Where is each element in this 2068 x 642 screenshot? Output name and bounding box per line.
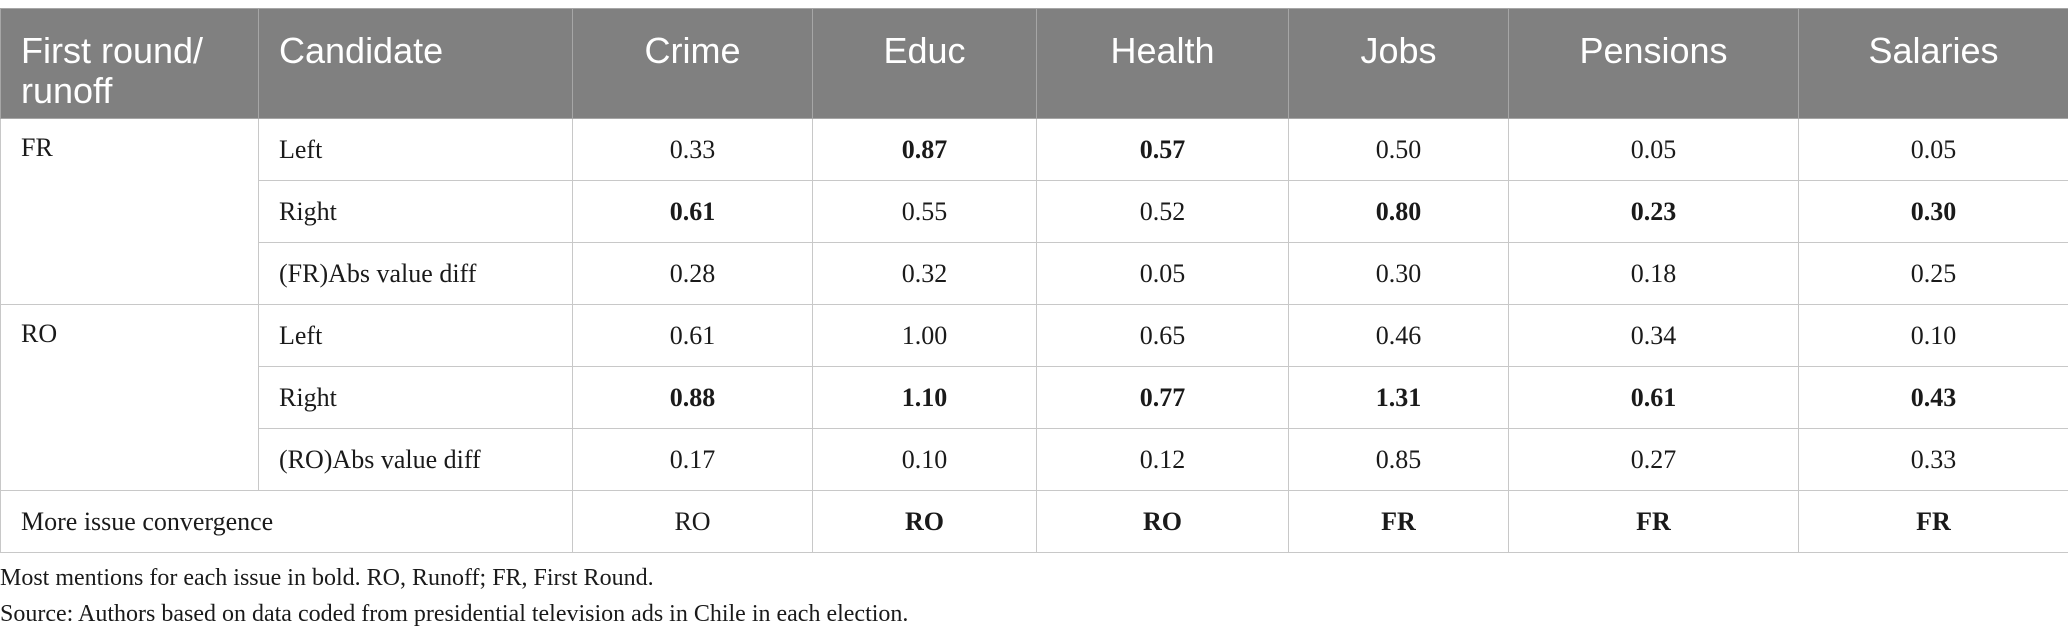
- candidate-cell: (RO)Abs value diff: [258, 428, 573, 491]
- value-cell-health: 0.57: [1036, 118, 1289, 181]
- convergence-cell-salaries: FR: [1798, 490, 2068, 553]
- value-cell-salaries: 0.43: [1798, 366, 2068, 429]
- table-row: FR Left 0.33 0.87 0.57 0.50 0.05 0.05: [0, 118, 2068, 305]
- value-cell-health: 0.77: [1036, 366, 1289, 429]
- header-first-round-runoff: First round/ runoff: [0, 8, 259, 119]
- value-cell-pensions: 0.61: [1508, 366, 1799, 429]
- convergence-cell-crime: RO: [572, 490, 813, 553]
- value-cell-jobs: 0.80: [1288, 180, 1509, 243]
- convergence-cell-pensions: FR: [1508, 490, 1799, 553]
- table-row: Right 0.61 0.55 0.52 0.80 0.23 0.30: [1, 180, 2068, 243]
- value-cell-educ: 0.10: [812, 428, 1037, 491]
- header-candidate: Candidate: [258, 8, 573, 119]
- value-cell-crime: 0.61: [572, 180, 813, 243]
- issue-mentions-table-container: First round/ runoff Candidate Crime Educ…: [0, 8, 2068, 553]
- value-cell-health: 0.05: [1036, 242, 1289, 305]
- issue-mentions-table: First round/ runoff Candidate Crime Educ…: [0, 8, 2068, 553]
- candidate-cell: Right: [258, 366, 573, 429]
- header-health: Health: [1036, 8, 1289, 119]
- value-cell-educ: 0.55: [812, 180, 1037, 243]
- value-cell-jobs: 0.50: [1288, 118, 1509, 181]
- round-label-cell: FR: [0, 118, 259, 305]
- convergence-label-cell: More issue convergence: [0, 490, 573, 553]
- table-row: (RO)Abs value diff 0.17 0.10 0.12 0.85 0.27 0.…: [1, 428, 2068, 491]
- convergence-cell-educ: RO: [812, 490, 1037, 553]
- table-body: FR Left 0.33 0.87 0.57 0.50 0.05 0.05 Right 0.61 0…: [0, 118, 2068, 553]
- value-cell-salaries: 0.30: [1798, 180, 2068, 243]
- candidate-cell: (FR)Abs value diff: [258, 242, 573, 305]
- convergence-cell-health: RO: [1036, 490, 1289, 553]
- value-cell-pensions: 0.27: [1508, 428, 1799, 491]
- value-cell-jobs: 0.85: [1288, 428, 1509, 491]
- candidate-cell: Left: [258, 304, 573, 367]
- candidate-cell: Left: [258, 118, 573, 181]
- convergence-row: More issue convergence RO RO RO FR FR FR: [0, 490, 2068, 553]
- value-cell-health: 0.52: [1036, 180, 1289, 243]
- table-row: Right 0.88 1.10 0.77 1.31 0.61 0.43: [1, 366, 2068, 429]
- value-cell-educ: 1.00: [812, 304, 1037, 367]
- value-cell-crime: 0.88: [572, 366, 813, 429]
- value-cell-salaries: 0.25: [1798, 242, 2068, 305]
- table-row: (FR)Abs value diff 0.28 0.32 0.05 0.30 0.18 0.…: [1, 242, 2068, 305]
- round-label-cell: RO: [0, 304, 259, 491]
- footnote-bold-legend: Most mentions for each issue in bold. RO…: [0, 565, 654, 591]
- footnote-source: Source: Authors based on data coded from…: [0, 601, 909, 627]
- convergence-cell-jobs: FR: [1288, 490, 1509, 553]
- value-cell-educ: 0.32: [812, 242, 1037, 305]
- value-cell-salaries: 0.05: [1798, 118, 2068, 181]
- table-footnotes: Most mentions for each issue in bold. RO…: [0, 560, 908, 632]
- value-cell-crime: 0.28: [572, 242, 813, 305]
- value-cell-educ: 1.10: [812, 366, 1037, 429]
- value-cell-crime: 0.17: [572, 428, 813, 491]
- value-cell-health: 0.12: [1036, 428, 1289, 491]
- value-cell-crime: 0.61: [572, 304, 813, 367]
- value-cell-pensions: 0.34: [1508, 304, 1799, 367]
- value-cell-pensions: 0.23: [1508, 180, 1799, 243]
- value-cell-crime: 0.33: [572, 118, 813, 181]
- value-cell-salaries: 0.33: [1798, 428, 2068, 491]
- value-cell-educ: 0.87: [812, 118, 1037, 181]
- header-pensions: Pensions: [1508, 8, 1799, 119]
- header-salaries: Salaries: [1798, 8, 2068, 119]
- value-cell-pensions: 0.18: [1508, 242, 1799, 305]
- value-cell-pensions: 0.05: [1508, 118, 1799, 181]
- header-jobs: Jobs: [1288, 8, 1509, 119]
- candidate-cell: Right: [258, 180, 573, 243]
- header-educ: Educ: [812, 8, 1037, 119]
- header-crime: Crime: [572, 8, 813, 119]
- value-cell-salaries: 0.10: [1798, 304, 2068, 367]
- value-cell-jobs: 1.31: [1288, 366, 1509, 429]
- value-cell-jobs: 0.30: [1288, 242, 1509, 305]
- header-row: First round/ runoff Candidate Crime Educ…: [0, 8, 2068, 119]
- value-cell-jobs: 0.46: [1288, 304, 1509, 367]
- value-cell-health: 0.65: [1036, 304, 1289, 367]
- table-row: RO Left 0.61 1.00 0.65 0.46 0.34 0.10: [0, 304, 2068, 491]
